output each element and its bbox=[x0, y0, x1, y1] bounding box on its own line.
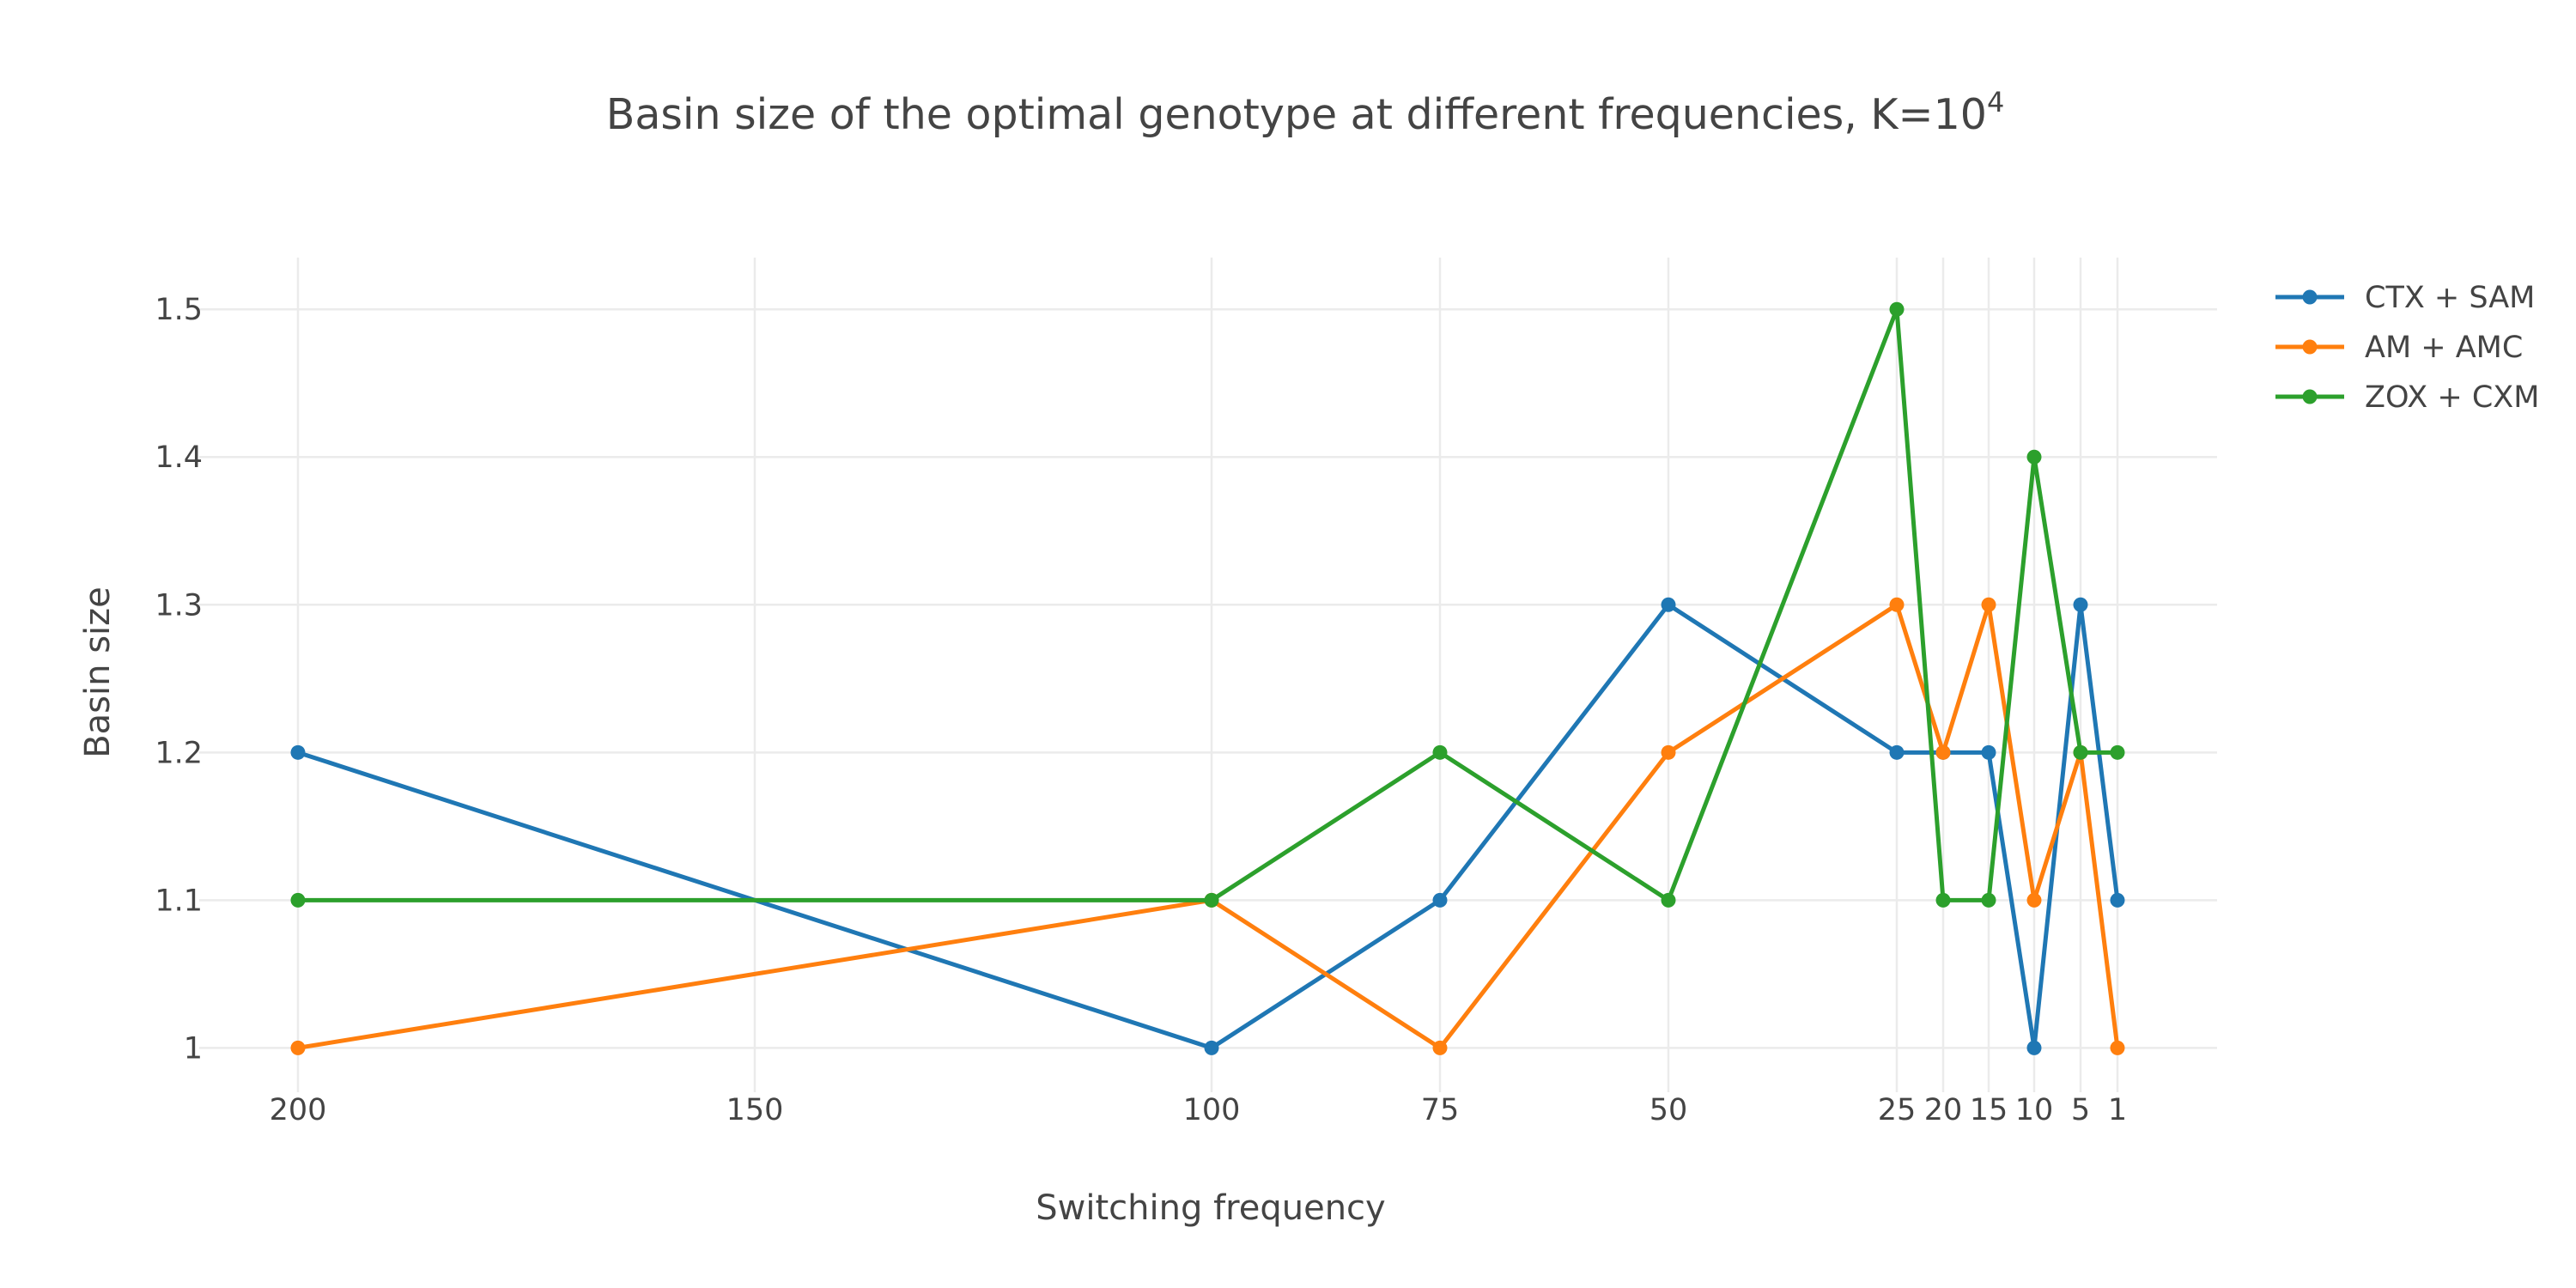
chart-title-main: Basin size of the optimal genotype at di… bbox=[606, 90, 1987, 139]
data-point[interactable] bbox=[1661, 597, 1676, 612]
data-point[interactable] bbox=[1981, 892, 1996, 908]
y-tick-label: 1.5 bbox=[155, 293, 203, 327]
x-tick-label: 1 bbox=[2108, 1093, 2127, 1127]
x-tick-label: 100 bbox=[1183, 1093, 1241, 1127]
data-point[interactable] bbox=[1204, 1040, 1219, 1055]
data-point[interactable] bbox=[1432, 1040, 1448, 1055]
data-point[interactable] bbox=[2026, 892, 2042, 908]
data-point[interactable] bbox=[290, 892, 306, 908]
data-point[interactable] bbox=[1889, 744, 1905, 760]
data-point[interactable] bbox=[2073, 597, 2088, 612]
x-tick-label: 75 bbox=[1421, 1093, 1460, 1127]
y-tick-label: 1.4 bbox=[155, 440, 203, 475]
y-axis-ticks: 1 1.1 1.2 1.3 1.4 1.5 bbox=[155, 293, 203, 1066]
x-tick-label: 150 bbox=[726, 1093, 784, 1127]
data-point[interactable] bbox=[1661, 892, 1676, 908]
legend-label: AM + AMC bbox=[2365, 331, 2523, 365]
x-axis-ticks: 200 150 100 75 50 25 20 15 10 5 1 bbox=[270, 1093, 2128, 1127]
plot-area bbox=[290, 301, 2125, 1055]
y-tick-label: 1.3 bbox=[155, 588, 203, 623]
legend-label: CTX + SAM bbox=[2365, 281, 2535, 315]
data-point[interactable] bbox=[2026, 449, 2042, 465]
legend[interactable]: CTX + SAM AM + AMC ZOX + CXM bbox=[2275, 281, 2539, 415]
data-point[interactable] bbox=[1935, 892, 1951, 908]
data-point[interactable] bbox=[1889, 301, 1905, 317]
x-tick-label: 10 bbox=[2015, 1093, 2054, 1127]
data-point[interactable] bbox=[290, 1040, 306, 1055]
series-ctx-sam[interactable] bbox=[290, 597, 2125, 1055]
y-axis-title: Basin size bbox=[78, 586, 118, 758]
legend-item[interactable]: AM + AMC bbox=[2275, 331, 2523, 365]
data-point[interactable] bbox=[1432, 744, 1448, 760]
data-point[interactable] bbox=[1204, 892, 1219, 908]
chart-title-superscript: 4 bbox=[1987, 86, 2004, 118]
y-tick-label: 1.1 bbox=[155, 884, 203, 918]
x-tick-label: 25 bbox=[1878, 1093, 1917, 1127]
data-point[interactable] bbox=[1981, 597, 1996, 612]
data-point[interactable] bbox=[2073, 744, 2088, 760]
legend-item[interactable]: ZOX + CXM bbox=[2275, 380, 2539, 415]
x-tick-label: 200 bbox=[270, 1093, 327, 1127]
legend-marker bbox=[2302, 339, 2318, 355]
data-point[interactable] bbox=[1661, 744, 1676, 760]
data-point[interactable] bbox=[1935, 744, 1951, 760]
data-point[interactable] bbox=[1889, 597, 1905, 612]
x-axis-title: Switching frequency bbox=[1036, 1188, 1385, 1228]
data-point[interactable] bbox=[1981, 744, 1996, 760]
data-point[interactable] bbox=[290, 744, 306, 760]
series-zox-cxm[interactable] bbox=[290, 301, 2125, 908]
y-tick-label: 1.2 bbox=[155, 736, 203, 770]
grid bbox=[199, 258, 2217, 1092]
series-line[interactable] bbox=[297, 602, 2120, 1050]
legend-label: ZOX + CXM bbox=[2365, 380, 2539, 415]
data-point[interactable] bbox=[2110, 892, 2125, 908]
series-line[interactable] bbox=[298, 307, 2117, 902]
series-am-amc[interactable] bbox=[290, 597, 2125, 1055]
data-point[interactable] bbox=[1432, 892, 1448, 908]
data-point[interactable] bbox=[2026, 1040, 2042, 1055]
data-point[interactable] bbox=[2110, 1040, 2125, 1055]
series-line[interactable] bbox=[297, 602, 2120, 1050]
x-tick-label: 50 bbox=[1649, 1093, 1688, 1127]
x-tick-label: 20 bbox=[1924, 1093, 1963, 1127]
x-tick-label: 15 bbox=[1970, 1093, 2008, 1127]
legend-item[interactable]: CTX + SAM bbox=[2275, 281, 2535, 315]
x-tick-label: 5 bbox=[2071, 1093, 2090, 1127]
data-point[interactable] bbox=[2110, 744, 2125, 760]
legend-marker bbox=[2302, 389, 2318, 404]
legend-marker bbox=[2302, 289, 2318, 305]
y-tick-label: 1 bbox=[184, 1031, 203, 1066]
chart-title: Basin size of the optimal genotype at di… bbox=[606, 86, 2005, 139]
